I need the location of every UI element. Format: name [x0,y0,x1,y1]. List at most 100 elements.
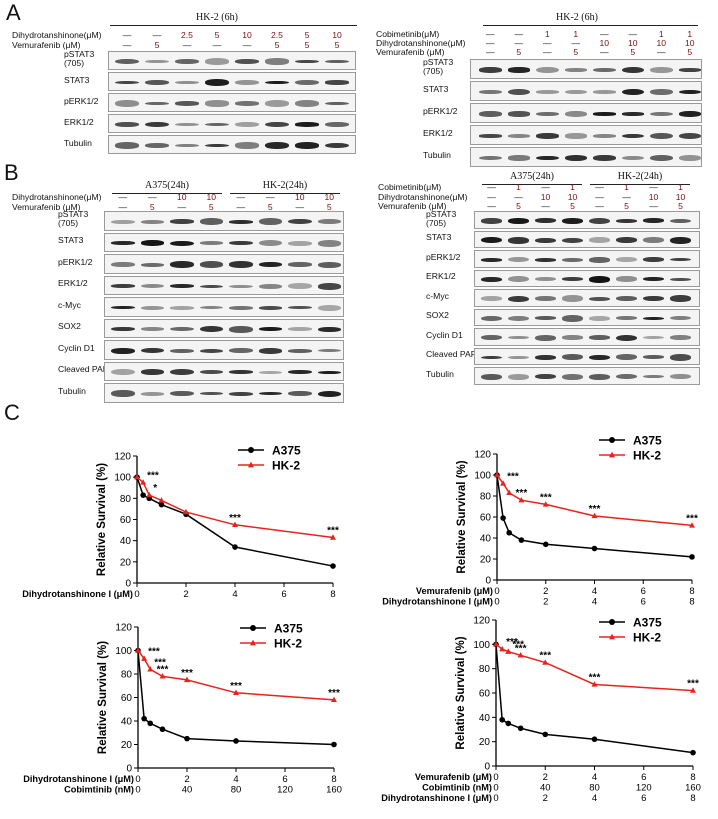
blot-label: c-Myc [426,290,449,301]
data-point-hk2 [147,666,154,672]
protein-band [170,369,194,376]
blot-label: pERK1/2 [423,106,458,116]
data-point-hk2 [542,659,549,665]
blot-label: ERK1/2 [426,271,456,282]
protein-band [643,237,664,244]
blot-image [470,103,702,123]
protein-band [199,241,223,246]
significance-annotation: *** [589,672,601,683]
protein-band [258,240,282,247]
legend-label: A375 [633,616,662,630]
protein-band [229,241,253,246]
treatment-label: Cobimetinib(μM) [378,182,442,192]
treatment-value: — [599,47,609,57]
protein-band [535,237,556,243]
y-tick-label: 40 [480,534,492,545]
group-label: HK-2(24h) [617,171,663,182]
protein-band [535,354,556,360]
protein-band [175,101,199,106]
blot-image [104,297,344,317]
significance-annotation: *** [154,657,166,668]
significance-annotation: *** [147,470,159,481]
treatment-value: 5 [154,40,160,50]
protein-band [670,353,691,361]
data-point-hk2 [493,641,499,647]
significance-annotation: *** [516,488,528,499]
protein-band [589,335,610,341]
data-point-hk2 [183,508,189,515]
blot-image [108,93,356,112]
protein-band [536,111,559,117]
treatment-value: 10 [332,30,342,40]
treatment-value: — [487,191,496,202]
protein-band [535,334,556,341]
protein-band [670,335,691,341]
blot-label: Cyclin D1 [58,342,95,353]
data-point-a375 [141,715,147,722]
protein-band [145,101,169,106]
protein-band [508,217,529,224]
treatment-value: — [236,192,246,202]
x-tick-label: 4 [592,597,597,608]
protein-band [670,218,691,223]
protein-band [325,101,349,106]
x-tick-label: 8 [331,774,336,785]
y-tick-label: 60 [479,689,491,700]
data-point-hk2 [146,491,153,498]
protein-band [175,58,199,64]
y-tick-label: 60 [480,513,492,524]
y-axis-label: Relative Survival (%) [455,636,467,749]
blot-image [474,230,700,248]
treatment-value: — [599,29,609,39]
y-tick-label: 60 [120,515,132,526]
protein-band [621,66,644,74]
treatment-value: 1 [570,182,575,192]
x-tick-label: 2 [543,793,548,804]
protein-band [562,257,583,262]
significance-annotation: *** [512,640,524,651]
x-tick-label: 8 [689,597,694,608]
protein-band [508,315,529,321]
protein-band [564,89,587,95]
x-tick-label: 8 [689,586,694,597]
protein-band [562,354,583,361]
y-tick-label: 80 [480,492,492,503]
treatment-value: — [514,38,524,48]
treatment-value: 10 [206,192,217,202]
protein-band [140,240,164,246]
protein-band [145,80,169,85]
protein-band [258,392,282,396]
blot-label: pSTAT3 (705) [58,209,89,228]
y-tick-label: 0 [484,762,490,773]
treatment-value: 5 [624,201,629,211]
treatment-value: — [514,29,524,39]
x-axis-label: Dihydrotanshinone I (μM) [22,589,133,599]
protein-band [643,355,664,360]
blot-label: STAT3 [426,232,452,243]
treatment-value: 1 [573,29,579,39]
protein-band [295,79,319,86]
blot-image [474,308,700,326]
protein-band [670,295,691,303]
treatment-value: 10 [176,192,187,202]
blot-label: SOX2 [58,321,81,332]
protein-band [650,88,673,96]
blot-title: HK-2 (6h) [196,12,238,23]
y-tick-label: 40 [121,717,133,728]
data-point-hk2 [232,521,238,527]
treatment-value: 1 [624,182,629,192]
data-point-a375 [591,736,598,743]
protein-band [170,327,194,332]
treatment-value: — [485,38,495,48]
x-tick-label: 2 [184,774,189,785]
protein-band [562,373,583,380]
data-point-hk2 [591,512,598,519]
data-point-a375 [184,735,190,742]
protein-band [616,218,637,223]
group-label: HK-2(24h) [262,180,308,191]
treatment-value: 1 [678,182,683,192]
protein-band [288,283,312,290]
y-tick-label: 0 [125,579,131,590]
protein-band [205,79,229,86]
